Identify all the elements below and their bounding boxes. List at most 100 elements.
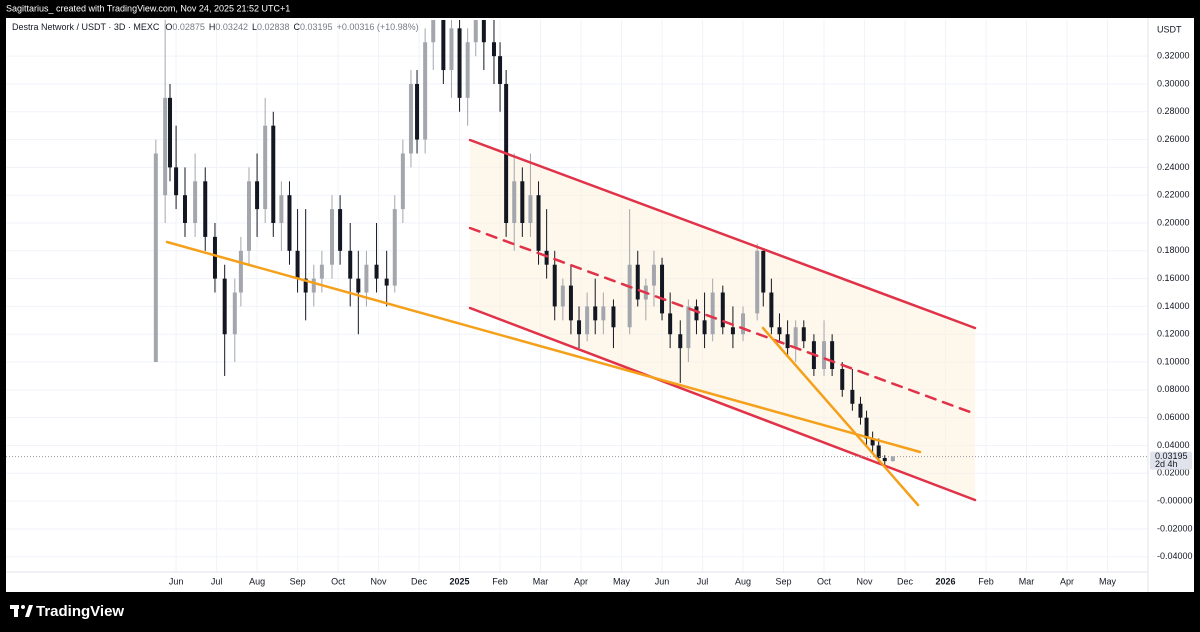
candle-body: [611, 306, 616, 328]
y-tick-label: 0.08000: [1157, 384, 1190, 394]
candle-body: [212, 236, 217, 279]
candle-body: [193, 181, 198, 224]
candle-body: [449, 28, 454, 71]
price-box: [1150, 451, 1192, 470]
x-tick-label: Oct: [331, 576, 346, 586]
y-tick-label: 0.20000: [1157, 217, 1190, 227]
candle-body: [840, 368, 845, 390]
footer-logo: TradingView: [10, 603, 124, 620]
countdown: 2d 4h: [1155, 459, 1178, 469]
candle-body: [858, 403, 863, 418]
drawings: [165, 138, 977, 507]
candle-body: [168, 97, 173, 168]
header: Sagittarius_ created with TradingView.co…: [6, 3, 290, 13]
x-tick-label: Apr: [574, 576, 588, 586]
candle-body: [793, 327, 798, 349]
channel-upper: [468, 138, 977, 330]
ohlc-value: 0.02838: [257, 22, 290, 32]
x-tick-label: Jul: [697, 576, 709, 586]
candle-body: [720, 292, 725, 328]
x-tick-label: May: [613, 576, 631, 586]
x-tick-label: Jul: [211, 576, 223, 586]
x-tick-label: Feb: [492, 576, 508, 586]
y-tick-label: 0.14000: [1157, 301, 1190, 311]
y-tick-label: 0.16000: [1157, 273, 1190, 283]
y-tick-label: 0.18000: [1157, 245, 1190, 255]
y-tick-label: 0.04000: [1157, 440, 1190, 450]
candle-body: [627, 264, 632, 328]
candle-body: [364, 264, 369, 293]
candle-body: [295, 250, 300, 279]
x-tick-label: Jun: [655, 576, 670, 586]
candle-body: [279, 195, 284, 224]
candles: [153, 20, 895, 467]
candle-body: [890, 456, 895, 462]
candle-body: [457, 28, 462, 98]
x-tick-label: Aug: [735, 576, 751, 586]
candle-body: [761, 250, 766, 293]
y-tick-label: 0.02000: [1157, 468, 1190, 478]
candle-body: [876, 445, 881, 458]
candle-body: [741, 313, 746, 335]
candle-body: [271, 125, 276, 224]
y-tick-label: 0.32000: [1157, 51, 1190, 61]
y-tick-label: -0.00000: [1157, 495, 1193, 505]
y-tick-label: 0.24000: [1157, 162, 1190, 172]
x-tick-label: Dec: [411, 576, 428, 586]
candle-body: [536, 195, 541, 251]
x-tick-label: Sep: [290, 576, 306, 586]
candle-body: [415, 83, 420, 140]
candle-body: [238, 250, 243, 293]
trendline: [761, 326, 920, 507]
candle-body: [348, 250, 353, 279]
legend: Destra Network / USDT · 3D · MEXC O0.0287…: [12, 22, 419, 32]
candle-body: [423, 42, 428, 140]
candle-body: [319, 264, 324, 279]
candle-body: [593, 306, 598, 321]
x-tick-label: Nov: [857, 576, 874, 586]
candle-body: [577, 320, 582, 335]
y-tick-label: 0.28000: [1157, 106, 1190, 116]
candle-body: [864, 417, 869, 439]
x-tick-label: Jun: [169, 576, 184, 586]
candle-body: [498, 56, 503, 84]
candle-body: [585, 306, 590, 335]
candle-body: [528, 195, 533, 224]
y-tick-label: 0.10000: [1157, 356, 1190, 366]
candle-body: [491, 42, 496, 57]
y-tick-label: -0.04000: [1157, 551, 1193, 561]
candle-body: [329, 209, 334, 265]
candle-body: [850, 389, 855, 404]
candle-body: [303, 278, 308, 293]
candle-body: [755, 250, 760, 314]
ohlc-prefix: L: [252, 22, 257, 32]
x-tick-label: Oct: [817, 576, 832, 586]
candle-body: [246, 181, 251, 251]
candle-body: [512, 181, 517, 224]
candle-body: [560, 285, 565, 307]
x-tick-label: Dec: [897, 576, 914, 586]
y-tick-label: 0.30000: [1157, 78, 1190, 88]
candle-body: [694, 306, 699, 321]
candle-body: [431, 20, 436, 43]
candle-body: [660, 264, 665, 314]
y-tick-label: 0.06000: [1157, 412, 1190, 422]
x-tick-label: Mar: [533, 576, 549, 586]
candle-body: [338, 209, 343, 251]
logo-mark: [25, 605, 33, 617]
candle-body: [730, 327, 735, 335]
candle-body: [222, 278, 227, 335]
candle-body: [232, 292, 237, 335]
candle-body: [374, 264, 379, 279]
candle-body: [263, 125, 268, 210]
x-tick-label: 2025: [450, 576, 470, 586]
candle-body: [882, 457, 887, 462]
candle-body: [830, 341, 835, 369]
ohlc-value: 0.02875: [172, 22, 205, 32]
ohlc-prefix: O: [165, 22, 172, 32]
change: +0.00316 (+10.98%): [337, 22, 419, 32]
symbol: Destra Network / USDT · 3D · MEXC: [12, 22, 160, 32]
axes: 0.32000 0.30000 0.28000 0.26000 0.24000 0.220…: [6, 51, 1193, 586]
y-tick-label: 0.22000: [1157, 190, 1190, 200]
candle-body: [441, 20, 446, 71]
